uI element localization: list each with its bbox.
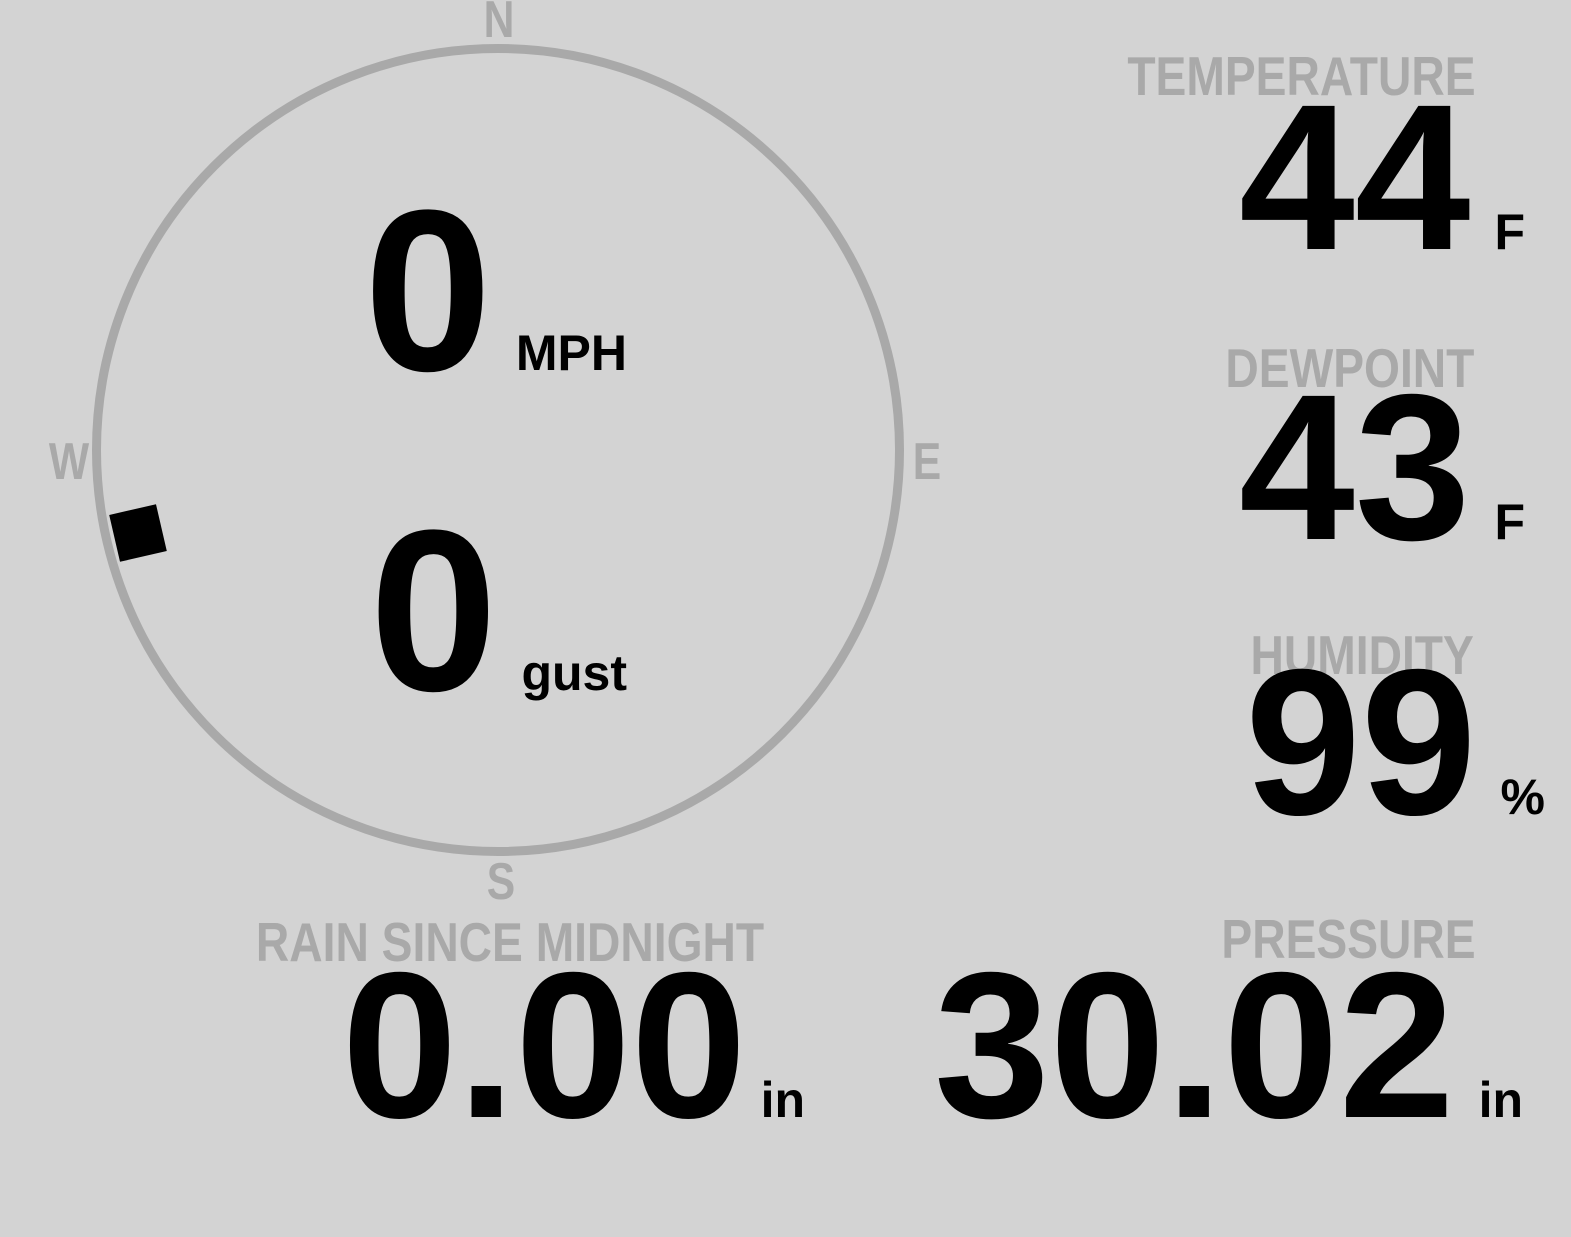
humidity-row: 99 % — [1245, 639, 1545, 847]
pressure-value: 30.02 — [934, 930, 1455, 1162]
humidity-value: 99 — [1245, 627, 1477, 859]
compass-label-south: S — [486, 853, 516, 911]
wind-speed-unit: MPH — [515, 325, 627, 381]
pressure-row: 30.02 in — [934, 942, 1523, 1150]
compass-label-west: W — [48, 433, 90, 491]
temperature-value: 44 — [1239, 62, 1471, 294]
wind-speed-row: 0 MPH — [364, 176, 627, 406]
temperature-row: 44 F — [1239, 74, 1525, 282]
pressure-label: PRESSURE — [1221, 908, 1476, 970]
dewpoint-row: 43 F — [1239, 364, 1525, 572]
compass-ring — [92, 44, 904, 856]
wind-gust-unit: gust — [521, 645, 627, 701]
wind-speed-value: 0 — [363, 162, 492, 419]
dewpoint-unit: F — [1494, 494, 1525, 550]
wind-gust-value: 0 — [369, 482, 498, 739]
compass-label-east: E — [912, 433, 942, 491]
rain-label: RAIN SINCE MIDNIGHT — [255, 911, 765, 973]
temperature-unit: F — [1494, 204, 1525, 260]
rain-value: 0.00 — [341, 930, 747, 1162]
temperature-label: TEMPERATURE — [1127, 45, 1476, 107]
humidity-label: HUMIDITY — [1250, 624, 1474, 686]
rain-unit: in — [760, 1072, 805, 1128]
pressure-unit: in — [1478, 1072, 1523, 1128]
dewpoint-value: 43 — [1239, 352, 1471, 584]
wind-gust-row: 0 gust — [370, 496, 627, 726]
compass-label-north: N — [483, 0, 515, 49]
humidity-unit: % — [1500, 769, 1545, 825]
dewpoint-label: DEWPOINT — [1225, 337, 1474, 399]
rain-row: 0.00 in — [342, 942, 805, 1150]
